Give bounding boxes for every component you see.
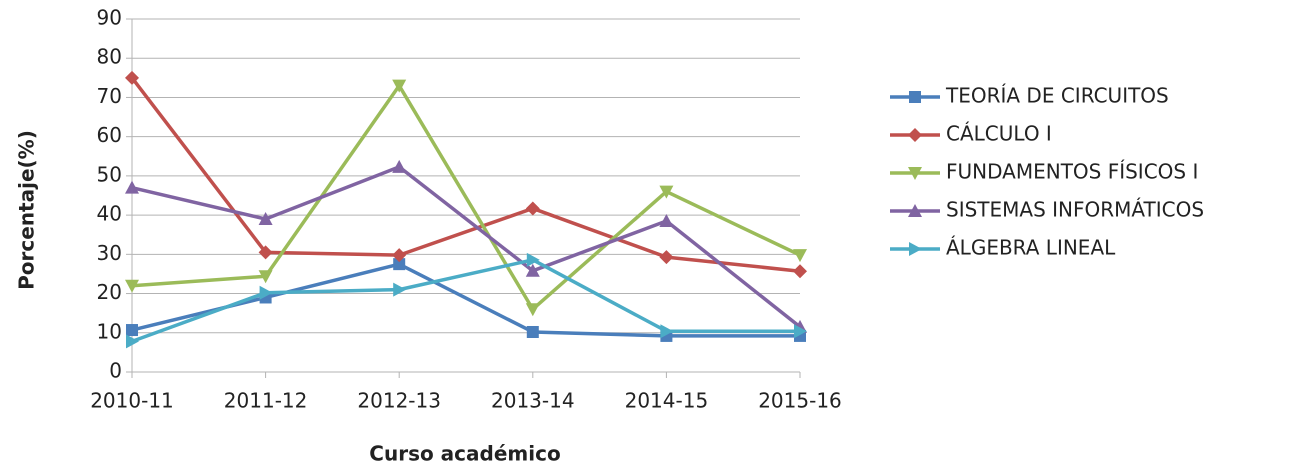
y-tick-label: 0 [109,359,122,383]
y-tick-label: 10 [97,319,122,343]
series-line [131,258,800,344]
data-point [794,324,807,339]
data-point [793,249,807,263]
legend-marker [908,128,922,142]
series-line [130,76,801,273]
legend-label: FUNDAMENTOS FÍSICOS I [946,160,1198,184]
data-point [393,258,406,271]
y-axis-label: Porcentaje(%) [15,130,39,290]
y-tick-label: 30 [97,241,122,265]
legend-label: ÁLGEBRA LINEAL [946,236,1116,260]
data-point [126,324,138,337]
y-tick-label: 40 [97,202,122,226]
y-tick-label: 90 [97,6,122,30]
data-point [526,252,540,267]
x-tick-label: 2015-16 [758,389,842,413]
x-tick-label: 2011-12 [224,389,308,413]
legend-marker [909,242,922,256]
x-axis-label: Curso académico [369,442,560,466]
data-point [793,264,807,279]
data-point [125,279,139,293]
data-point [258,245,273,260]
x-tick-label: 2014-15 [625,389,709,413]
data-point [259,285,273,300]
y-tick-label: 70 [97,84,122,108]
y-tick-label: 60 [97,123,122,147]
data-point [659,185,674,199]
data-point [392,248,407,263]
data-point [126,334,139,349]
legend-label: SISTEMAS INFORMÁTICOS [946,198,1204,222]
data-point [659,250,674,265]
data-point [659,213,674,227]
y-tick-label: 20 [97,280,122,304]
data-point [525,303,540,317]
series-line [131,165,802,329]
legend-marker [908,204,922,217]
data-point [392,79,407,93]
data-point [526,325,539,338]
x-tick-label: 2012-13 [357,389,441,413]
series-line [131,83,801,311]
data-point [660,324,674,339]
x-tick-label: 2013-14 [491,389,575,413]
y-tick-label: 80 [97,45,122,69]
data-point [258,212,273,226]
data-point [525,263,540,277]
y-tick-label: 50 [97,162,122,186]
legend-label: CÁLCULO I [946,122,1052,146]
data-point [525,201,540,216]
data-point [258,270,273,284]
legend-marker [909,91,921,103]
data-point [125,70,139,85]
x-tick-label: 2010-11 [90,389,174,413]
data-point [392,159,407,173]
series-line [131,262,800,338]
legend-label: TEORÍA DE CIRCUITOS [945,84,1169,108]
legend-marker [908,167,922,180]
data-point [125,180,139,194]
data-point [393,282,407,297]
